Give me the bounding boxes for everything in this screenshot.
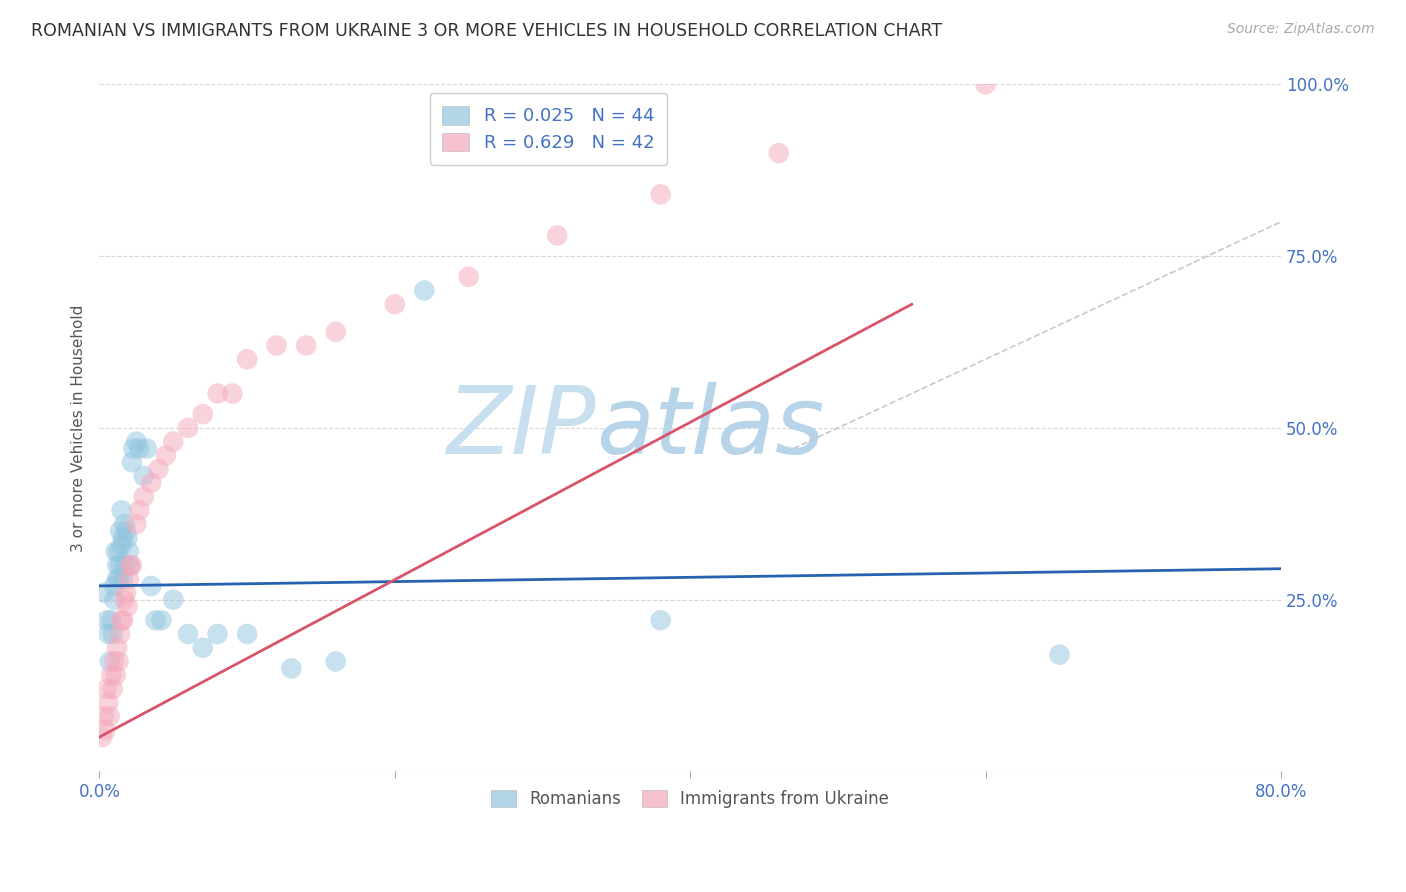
Point: [148, 462, 170, 476]
Point: [112, 531, 135, 545]
Point: [114, 517, 136, 532]
Point: [120, 558, 142, 573]
Point: [236, 352, 259, 367]
Point: [207, 627, 229, 641]
Point: [105, 572, 128, 586]
Point: [155, 449, 177, 463]
Point: [266, 338, 288, 352]
Point: [117, 599, 139, 614]
Point: [191, 640, 214, 655]
Point: [162, 592, 184, 607]
Point: [125, 434, 148, 449]
Point: [100, 613, 122, 627]
Point: [100, 668, 122, 682]
Point: [162, 434, 184, 449]
Point: [91, 730, 114, 744]
Point: [98, 655, 121, 669]
Point: [108, 627, 131, 641]
Point: [107, 544, 129, 558]
Point: [115, 524, 138, 538]
Point: [97, 696, 120, 710]
Point: [132, 490, 155, 504]
Point: [105, 640, 128, 655]
Point: [150, 613, 173, 627]
Point: [96, 613, 118, 627]
Text: atlas: atlas: [596, 383, 824, 474]
Point: [114, 558, 136, 573]
Point: [177, 421, 200, 435]
Point: [97, 627, 120, 641]
Point: [122, 442, 145, 456]
Point: [107, 572, 129, 586]
Point: [650, 613, 672, 627]
Point: [139, 475, 162, 490]
Point: [118, 572, 141, 586]
Point: [207, 386, 229, 401]
Point: [128, 503, 150, 517]
Point: [546, 228, 568, 243]
Point: [139, 579, 162, 593]
Point: [104, 668, 127, 682]
Point: [135, 442, 157, 456]
Text: ROMANIAN VS IMMIGRANTS FROM UKRAINE 3 OR MORE VEHICLES IN HOUSEHOLD CORRELATION : ROMANIAN VS IMMIGRANTS FROM UKRAINE 3 OR…: [31, 22, 942, 40]
Point: [125, 517, 148, 532]
Point: [107, 655, 129, 669]
Point: [103, 579, 125, 593]
Point: [104, 544, 127, 558]
Point: [118, 558, 141, 573]
Point: [115, 586, 138, 600]
Point: [1049, 648, 1071, 662]
Point: [110, 613, 132, 627]
Point: [177, 627, 200, 641]
Point: [384, 297, 406, 311]
Point: [191, 407, 214, 421]
Point: [145, 613, 167, 627]
Point: [118, 544, 141, 558]
Point: [108, 524, 131, 538]
Point: [650, 187, 672, 202]
Legend: Romanians, Immigrants from Ukraine: Romanians, Immigrants from Ukraine: [485, 783, 896, 814]
Point: [221, 386, 243, 401]
Point: [121, 558, 143, 573]
Point: [101, 681, 124, 696]
Point: [325, 325, 347, 339]
Text: Source: ZipAtlas.com: Source: ZipAtlas.com: [1227, 22, 1375, 37]
Point: [236, 627, 259, 641]
Point: [94, 723, 117, 738]
Point: [295, 338, 318, 352]
Point: [280, 661, 302, 675]
Point: [108, 558, 131, 573]
Point: [98, 709, 121, 723]
Point: [132, 469, 155, 483]
Point: [768, 146, 790, 161]
Point: [103, 655, 125, 669]
Point: [112, 572, 135, 586]
Point: [325, 655, 347, 669]
Point: [114, 592, 136, 607]
Point: [93, 586, 115, 600]
Point: [110, 503, 132, 517]
Y-axis label: 3 or more Vehicles in Household: 3 or more Vehicles in Household: [72, 304, 86, 551]
Point: [974, 78, 997, 92]
Point: [121, 455, 143, 469]
Point: [457, 269, 479, 284]
Point: [128, 442, 150, 456]
Point: [105, 558, 128, 573]
Point: [96, 681, 118, 696]
Point: [101, 627, 124, 641]
Point: [117, 531, 139, 545]
Point: [112, 613, 135, 627]
Point: [110, 538, 132, 552]
Point: [413, 284, 436, 298]
Point: [103, 592, 125, 607]
Text: ZIP: ZIP: [446, 383, 596, 474]
Point: [93, 709, 115, 723]
